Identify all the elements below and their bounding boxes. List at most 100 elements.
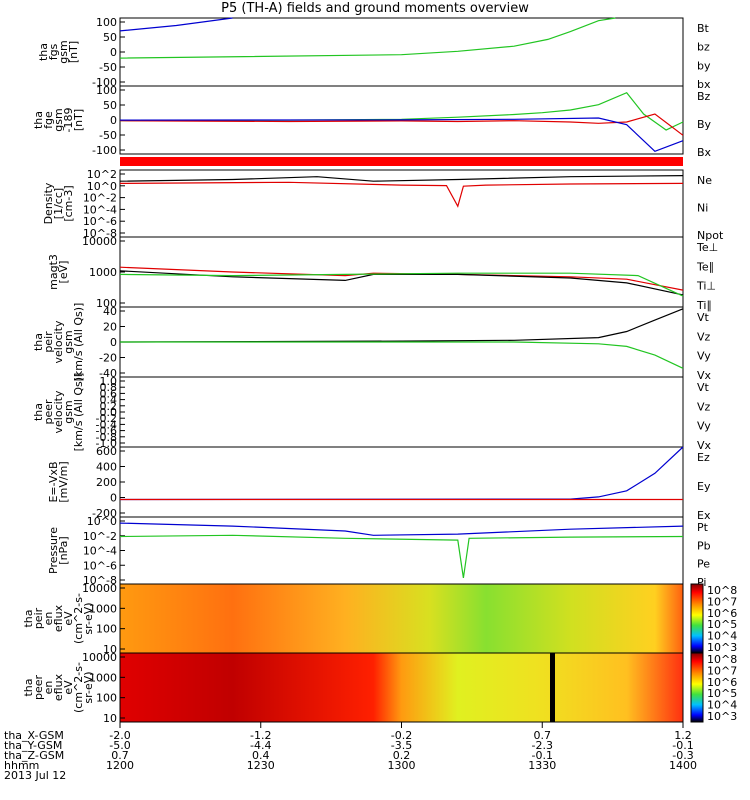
peer-velocity-ytick-label: 0.8 [100, 381, 118, 394]
efield-ylabel: E=-VxB [47, 461, 60, 502]
peir-en-eflux-colorbar-tick: 10^3 [707, 641, 737, 654]
peir-velocity-ylabel: [km/s (All Qs)] [72, 303, 85, 382]
fge-series-Bz [119, 113, 684, 136]
efield-ylabel: [mV/m] [57, 461, 70, 502]
fgs-ylabel: fgs [47, 43, 60, 60]
efield-series-Ex [119, 446, 684, 501]
peer-velocity-ytick-label: -1.0 [96, 437, 117, 450]
xaxis-tick-value: 1400 [669, 759, 697, 772]
xaxis-tick-value: -5.0 [109, 739, 130, 752]
pressure-ytick-label: 10^-2 [83, 530, 117, 543]
fge-ylabel: fge [42, 111, 55, 129]
fge-ylabel: -189 [62, 108, 75, 133]
density-ytick-label: 10^0 [87, 180, 117, 193]
peir-velocity-legend-Vz: Vz [697, 330, 711, 343]
peir-velocity-legend-Vx: Vx [697, 369, 712, 382]
density-ytick-label: 10^-2 [83, 192, 117, 205]
peir-en-eflux-colorbar-tick: 10^4 [707, 630, 737, 643]
peer-en-eflux-ytick-label: 100 [96, 692, 117, 705]
temperature-ytick-label: 1000 [89, 266, 117, 279]
fgs-ytick-label: -100 [92, 76, 117, 89]
density-series-Ne [119, 181, 684, 208]
peir-velocity-ylabel: velocity [52, 320, 65, 363]
fge-ytick-label: 0 [110, 114, 117, 127]
fge-ylabel: tha [32, 111, 45, 129]
fgs-legend-bx: bx [697, 78, 711, 91]
fgs-ylabel: [nT] [67, 41, 80, 63]
xaxis-tick-value: -2.0 [109, 729, 130, 742]
xaxis-tick-value: 0.4 [252, 749, 270, 762]
peer-velocity-ylabel: tha [32, 403, 45, 421]
temperature-ylabel: magt3 [47, 254, 60, 290]
peir-en-eflux-colorbar-tick: 10^7 [707, 595, 737, 608]
peir-velocity-ytick-label: 20 [103, 321, 117, 334]
peer-velocity-legend-Vt: Vt [697, 381, 710, 394]
pressure-series-Pe [119, 534, 684, 578]
peir-en-eflux-ylabel: tha [22, 609, 35, 627]
peer-en-eflux-data-gap [550, 653, 555, 722]
efield-legend-Ez: Ez [697, 451, 710, 464]
peir-velocity-legend-Vt: Vt [697, 311, 710, 324]
peer-velocity-ytick-label: 0.4 [100, 394, 118, 407]
peer-en-eflux-ylabel: eV [62, 680, 75, 695]
peir-en-eflux-ylabel: sr-eV) [82, 602, 95, 634]
xaxis-tick-value: -0.3 [672, 749, 693, 762]
fge-legend-Bx: Bx [697, 146, 712, 159]
fgs-series-bx [119, 17, 233, 32]
peir-velocity-ylabel: gsm [62, 330, 75, 353]
pressure-ytick-label: 10^-8 [83, 574, 117, 587]
xaxis-date: 2013 Jul 12 [4, 769, 66, 782]
efield-ytick-label: 600 [96, 445, 117, 458]
separator-band [120, 157, 683, 166]
temperature-series-Te⊥ [119, 266, 684, 291]
peer-velocity-legend-Vy: Vy [697, 420, 711, 433]
peer-velocity-legend-Vx: Vx [697, 439, 712, 452]
peer-velocity-ytick-label: 0.6 [100, 387, 118, 400]
xaxis-row-label: hhmm [4, 759, 39, 772]
efield-ytick-label: 0 [110, 492, 117, 505]
pressure-legend-Pe: Pe [697, 558, 710, 571]
peer-en-eflux-ylabel: eflux [52, 673, 65, 701]
density-ytick-label: 10^-6 [83, 215, 117, 228]
efield-legend-Ey: Ey [697, 480, 711, 493]
xaxis-tick-value: 0.7 [111, 749, 129, 762]
density-legend-Ni: Ni [697, 202, 708, 215]
peer-en-eflux-ytick-label: 1000 [89, 671, 117, 684]
peer-en-eflux-colorbar-tick: 10^5 [707, 687, 737, 700]
pressure-ytick-label: 10^-6 [83, 559, 117, 572]
xaxis-tick-value: -0.2 [391, 729, 412, 742]
peer-en-eflux-colorbar-tick: 10^8 [707, 653, 737, 666]
pressure-legend-Pt: Pt [697, 521, 709, 534]
density-ytick-label: 10^2 [87, 168, 117, 181]
peir-en-eflux-ylabel: en [42, 612, 55, 626]
peir-en-eflux-ytick-label: 100 [96, 623, 117, 636]
peer-en-eflux-ytick-label: 10000 [82, 651, 117, 664]
efield-ytick-label: -200 [92, 507, 117, 520]
fgs-ytick-label: -50 [99, 61, 117, 74]
pressure-series-Pi [119, 522, 684, 536]
pressure-frame [119, 516, 684, 585]
xaxis-row-label: tha_X-GSM [4, 729, 64, 742]
temperature-legend-Ti∥: Ti∥ [696, 299, 712, 312]
peer-en-eflux-colorbar-tick: 10^4 [707, 699, 737, 712]
peir-velocity-ylabel: peir [42, 331, 55, 353]
density-ytick-label: 10^-4 [83, 203, 117, 216]
efield-frame [119, 446, 684, 518]
fgs-ylabel: gsm [57, 40, 70, 63]
temperature-legend-Te∥: Te∥ [696, 260, 714, 273]
pressure-ytick-label: 10^0 [87, 515, 117, 528]
xaxis-tick-value: 1330 [528, 759, 556, 772]
fgs-frame [119, 17, 684, 87]
fge-legend-Bz: Bz [697, 90, 711, 103]
fgs-series-by [119, 17, 616, 59]
peir-velocity-ytick-label: -20 [99, 352, 117, 365]
peer-velocity-frame [119, 376, 684, 448]
fge-ytick-label: 50 [103, 99, 117, 112]
fge-ytick-label: -50 [99, 129, 117, 142]
fge-ytick-label: 100 [96, 84, 117, 97]
peer-en-eflux-colorbar-tick: 10^6 [707, 676, 737, 689]
peer-velocity-ytick-label: 1.0 [100, 375, 118, 388]
peir-en-eflux-colorbar-tick: 10^5 [707, 618, 737, 631]
peer-velocity-legend-Vz: Vz [697, 400, 711, 413]
